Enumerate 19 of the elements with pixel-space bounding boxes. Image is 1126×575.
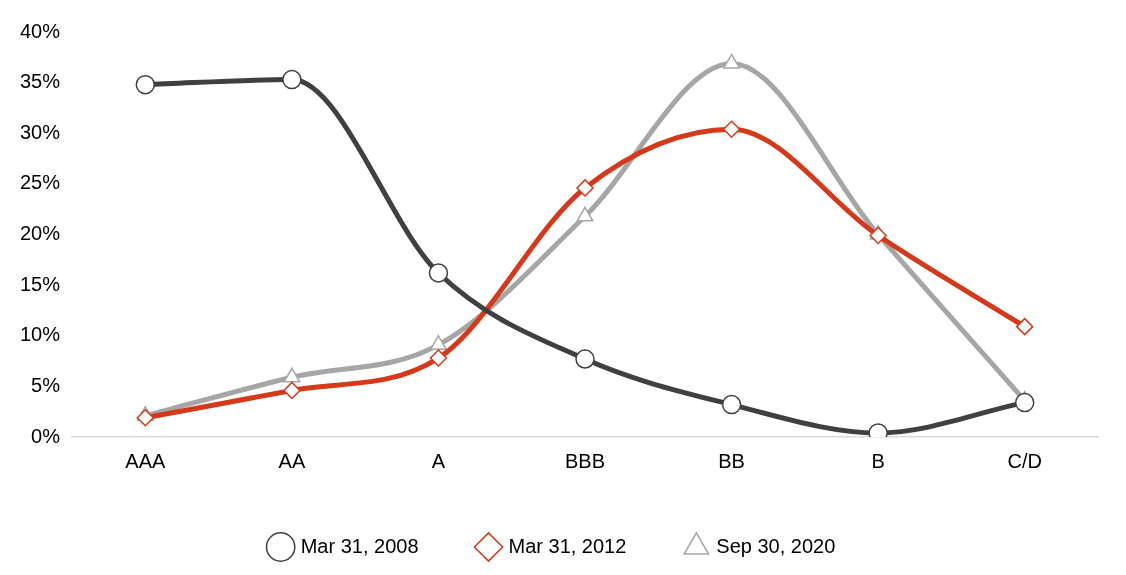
x-tick-label: A [431,449,446,472]
y-tick-label: 35% [20,70,61,93]
x-tick-label: C/D [1007,449,1042,472]
legend-label: Mar 31, 2012 [508,534,627,557]
y-tick-label: 0% [31,424,61,447]
x-tick-label: BB [718,449,745,472]
legend-label: Sep 30, 2020 [716,534,836,557]
y-tick-label: 5% [31,373,61,396]
x-tick-label: B [871,449,885,472]
y-tick-label: 30% [20,120,61,143]
y-tick-label: 25% [20,171,61,194]
y-tick-label: 15% [20,272,61,295]
y-tick-label: 40% [20,19,61,42]
x-tick-label: AA [278,449,306,472]
y-tick-label: 20% [20,222,61,245]
x-tick-label: BBB [565,449,606,472]
legend-label: Mar 31, 2008 [300,534,419,557]
y-tick-label: 10% [20,323,61,346]
x-tick-label: AAA [125,449,166,472]
